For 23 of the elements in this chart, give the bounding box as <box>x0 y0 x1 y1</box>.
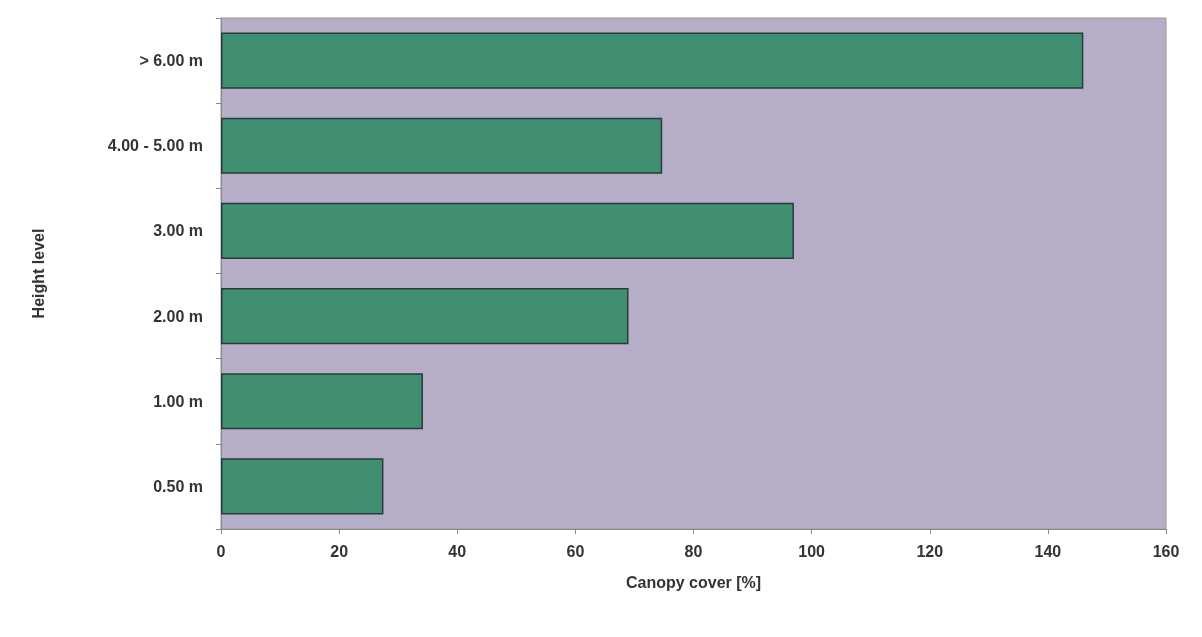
x-tick-label: 40 <box>448 542 467 560</box>
bar <box>221 117 663 174</box>
y-axis-title: Height level <box>29 228 47 319</box>
x-tick-label: 160 <box>1152 542 1180 560</box>
x-tick-label: 120 <box>916 542 944 560</box>
x-tick-label: 60 <box>566 542 585 560</box>
y-tick-label: 4.00 - 5.00 m <box>107 137 203 155</box>
x-tick-label: 20 <box>330 542 349 560</box>
y-tick-label: 1.00 m <box>153 392 203 410</box>
x-tick-label: 140 <box>1034 542 1062 560</box>
y-tick-label: > 6.00 m <box>139 52 203 70</box>
y-tick-label: 3.00 m <box>153 222 203 240</box>
bar <box>221 32 1084 89</box>
y-tick-label: 0.50 m <box>153 477 203 495</box>
x-axis-title: Canopy cover [%] <box>625 573 762 591</box>
x-tick-label: 0 <box>216 542 226 560</box>
bar <box>221 458 384 515</box>
x-tick-label: 80 <box>684 542 703 560</box>
bar <box>221 373 423 430</box>
bar <box>221 287 629 345</box>
x-tick-label: 100 <box>798 542 826 560</box>
bar <box>221 202 794 260</box>
y-tick-label: 2.00 m <box>153 307 203 325</box>
